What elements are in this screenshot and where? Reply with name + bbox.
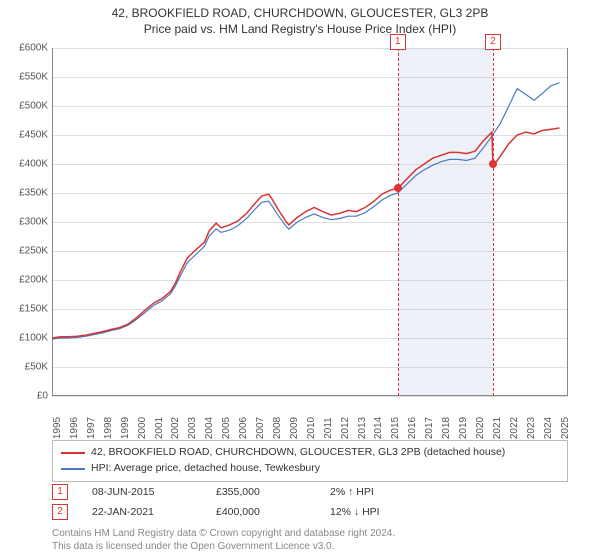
chart-area: £0£50K£100K£150K£200K£250K£300K£350K£400…: [52, 48, 568, 396]
x-tick-label: 2008: [272, 417, 283, 439]
legend-box: 42, BROOKFIELD ROAD, CHURCHDOWN, GLOUCES…: [52, 440, 568, 482]
x-tick-label: 2021: [492, 417, 503, 439]
chart-title-address: 42, BROOKFIELD ROAD, CHURCHDOWN, GLOUCES…: [0, 6, 600, 20]
y-tick-label: £400K: [19, 159, 48, 170]
x-tick-label: 2018: [441, 417, 452, 439]
x-tick-label: 2005: [221, 417, 232, 439]
legend-swatch-red: [61, 452, 85, 454]
x-tick-label: 2002: [170, 417, 181, 439]
x-tick-label: 2003: [187, 417, 198, 439]
sales-row-1: 1 08-JUN-2015 £355,000 2% ↑ HPI: [52, 484, 568, 500]
footer-line1: Contains HM Land Registry data © Crown c…: [52, 528, 568, 541]
sale-marker-box: 2: [485, 34, 501, 50]
y-tick-label: £100K: [19, 333, 48, 344]
x-tick-label: 2020: [475, 417, 486, 439]
x-tick-label: 2022: [509, 417, 520, 439]
sale-delta-1: 2% ↑ HPI: [330, 486, 374, 498]
plot-region: £0£50K£100K£150K£200K£250K£300K£350K£400…: [52, 48, 568, 396]
sale-date-1: 08-JUN-2015: [92, 486, 192, 498]
sale-marker-1: 1: [52, 484, 68, 500]
x-tick-label: 2004: [204, 417, 215, 439]
x-tick-label: 2000: [137, 417, 148, 439]
y-tick-label: £300K: [19, 217, 48, 228]
footer-line2: This data is licensed under the Open Gov…: [52, 541, 568, 554]
x-tick-label: 2017: [424, 417, 435, 439]
sales-row-2: 2 22-JAN-2021 £400,000 12% ↓ HPI: [52, 504, 568, 520]
x-tick-label: 2019: [458, 417, 469, 439]
x-tick-label: 1998: [103, 417, 114, 439]
x-tick-label: 1995: [52, 417, 63, 439]
x-tick-label: 2001: [154, 417, 165, 439]
line-property: [52, 128, 560, 338]
x-tick-label: 2007: [255, 417, 266, 439]
chart-container: 42, BROOKFIELD ROAD, CHURCHDOWN, GLOUCES…: [0, 0, 600, 560]
sale-marker-box: 1: [390, 34, 406, 50]
x-tick-label: 2006: [238, 417, 249, 439]
x-tick-label: 2023: [526, 417, 537, 439]
y-tick-label: £350K: [19, 188, 48, 199]
sale-price-2: £400,000: [216, 506, 306, 518]
y-tick-label: £550K: [19, 72, 48, 83]
legend-item-blue: HPI: Average price, detached house, Tewk…: [61, 461, 559, 477]
legend-swatch-blue: [61, 468, 85, 470]
line-series-svg: [52, 48, 568, 396]
x-tick-label: 2013: [357, 417, 368, 439]
y-tick-label: £500K: [19, 101, 48, 112]
x-tick-label: 1997: [86, 417, 97, 439]
footer-attribution: Contains HM Land Registry data © Crown c…: [52, 528, 568, 553]
sale-price-1: £355,000: [216, 486, 306, 498]
x-tick-label: 2024: [543, 417, 554, 439]
legend-label-red: 42, BROOKFIELD ROAD, CHURCHDOWN, GLOUCES…: [91, 445, 505, 461]
sale-dot: [489, 160, 497, 168]
y-tick-label: £600K: [19, 43, 48, 54]
sales-table: 1 08-JUN-2015 £355,000 2% ↑ HPI 2 22-JAN…: [52, 480, 568, 520]
y-tick-label: £50K: [25, 362, 48, 373]
legend-label-blue: HPI: Average price, detached house, Tewk…: [91, 461, 320, 477]
x-tick-label: 1996: [69, 417, 80, 439]
x-tick-label: 2009: [289, 417, 300, 439]
y-tick-label: £250K: [19, 246, 48, 257]
legend-item-red: 42, BROOKFIELD ROAD, CHURCHDOWN, GLOUCES…: [61, 445, 559, 461]
x-tick-label: 2025: [560, 417, 571, 439]
y-tick-label: £450K: [19, 130, 48, 141]
sale-dot: [394, 184, 402, 192]
title-block: 42, BROOKFIELD ROAD, CHURCHDOWN, GLOUCES…: [0, 0, 600, 36]
y-tick-label: £0: [37, 391, 48, 402]
sale-delta-2: 12% ↓ HPI: [330, 506, 380, 518]
gridline-y: [52, 396, 568, 397]
chart-title-subtitle: Price paid vs. HM Land Registry's House …: [0, 22, 600, 36]
x-tick-label: 2012: [340, 417, 351, 439]
x-tick-label: 2010: [306, 417, 317, 439]
x-tick-label: 2011: [323, 417, 334, 439]
y-tick-label: £150K: [19, 304, 48, 315]
sale-date-2: 22-JAN-2021: [92, 506, 192, 518]
x-axis-labels: 1995 1996 1997 1998 1999 2000 2001 2002 2003 2004…: [52, 400, 568, 436]
sale-marker-2: 2: [52, 504, 68, 520]
x-tick-label: 2014: [373, 417, 384, 439]
x-tick-label: 1999: [120, 417, 131, 439]
y-tick-label: £200K: [19, 275, 48, 286]
x-tick-label: 2015: [390, 417, 401, 439]
x-tick-label: 2016: [407, 417, 418, 439]
